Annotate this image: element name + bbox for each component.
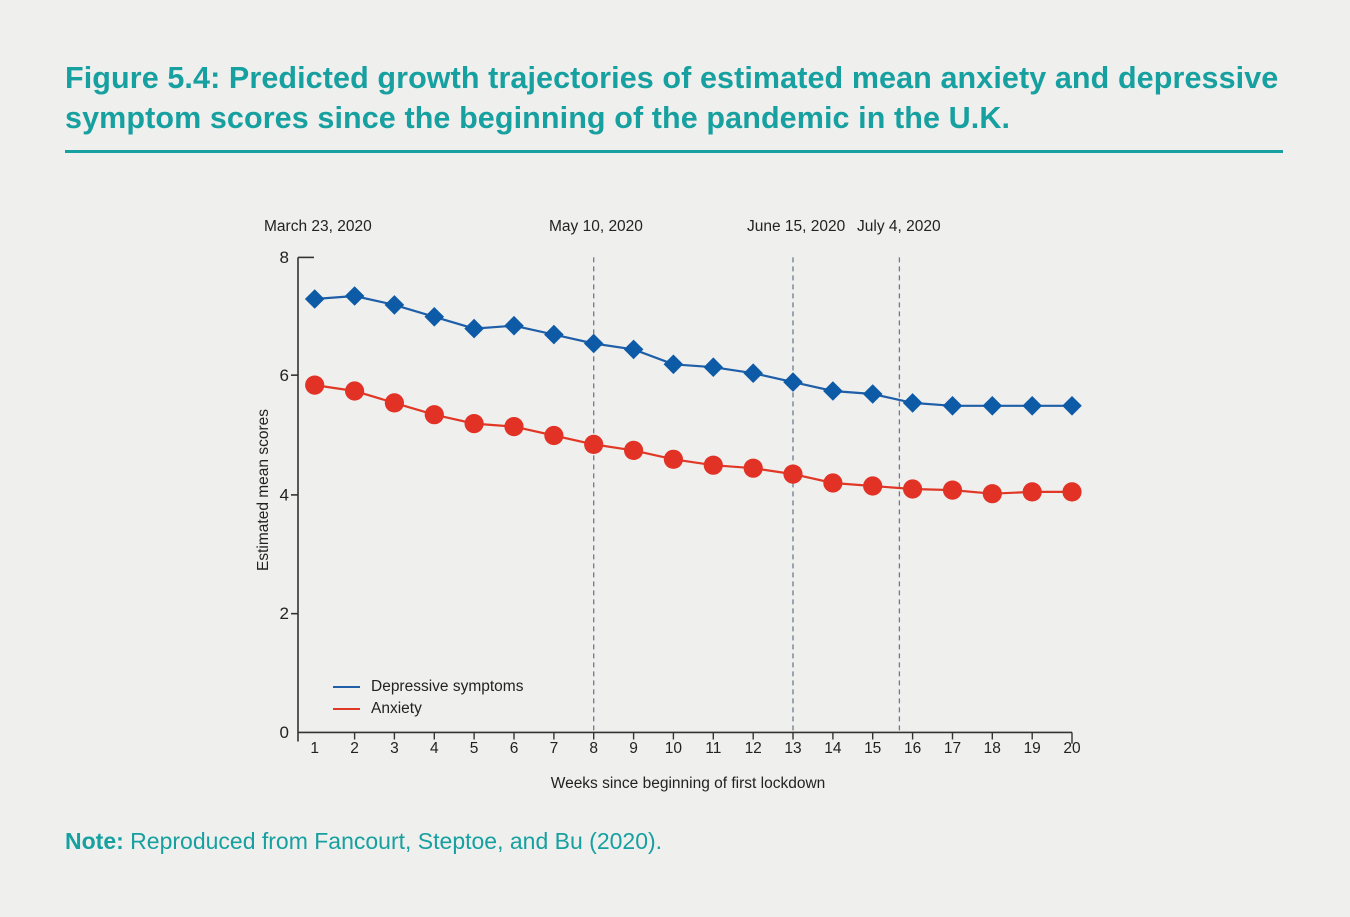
svg-text:8: 8 [589, 740, 598, 757]
svg-text:18: 18 [984, 740, 1001, 757]
svg-text:16: 16 [904, 740, 921, 757]
svg-text:6: 6 [510, 740, 519, 757]
svg-text:12: 12 [745, 740, 762, 757]
svg-text:17: 17 [944, 740, 961, 757]
svg-text:11: 11 [705, 740, 721, 757]
svg-text:4: 4 [430, 740, 439, 757]
svg-text:5: 5 [470, 740, 479, 757]
svg-text:19: 19 [1024, 740, 1041, 757]
svg-text:4: 4 [280, 486, 289, 505]
svg-text:2: 2 [280, 604, 289, 623]
svg-text:10: 10 [665, 740, 683, 757]
svg-text:13: 13 [784, 740, 801, 757]
svg-text:9: 9 [629, 740, 638, 757]
svg-text:6: 6 [280, 366, 289, 385]
svg-text:15: 15 [864, 740, 881, 757]
svg-text:3: 3 [390, 740, 399, 757]
svg-text:8: 8 [280, 248, 289, 267]
svg-text:0: 0 [280, 723, 289, 742]
svg-text:1: 1 [310, 740, 319, 757]
svg-text:20: 20 [1063, 740, 1081, 757]
svg-text:14: 14 [824, 740, 842, 757]
svg-text:2: 2 [350, 740, 359, 757]
svg-text:7: 7 [550, 740, 559, 757]
